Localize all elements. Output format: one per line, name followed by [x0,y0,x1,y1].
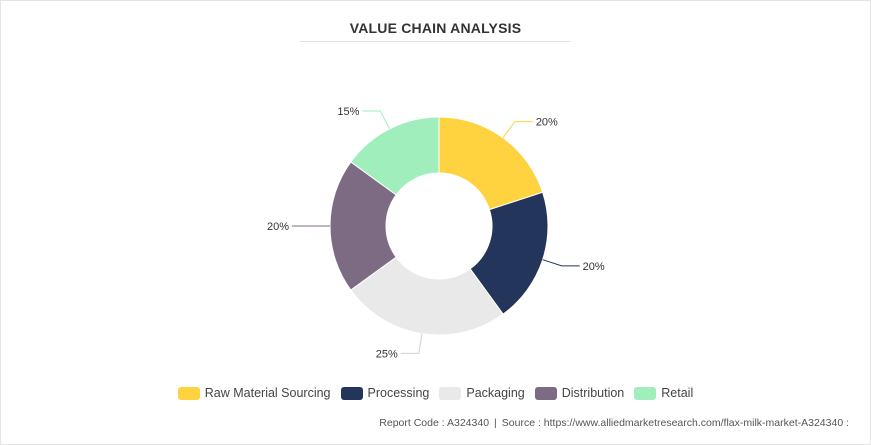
data-label-processing: 20% [583,261,605,273]
source-footer: Report Code : A324340 | Source : https://w… [379,417,849,429]
slice-retail[interactable] [350,116,440,196]
chart-title: VALUE CHAIN ANALYSIS [349,20,522,36]
leader-line-packaging [400,333,423,354]
slice-raw-material-sourcing[interactable] [438,116,544,211]
data-label-distribution: 20% [267,221,289,233]
legend-swatch [439,386,462,400]
slice-distribution[interactable] [329,161,397,291]
leader-line-processing [542,259,580,267]
legend-label: Retail [661,386,694,400]
legend-label: Packaging [466,386,525,400]
legend-item-raw-material-sourcing[interactable]: Raw Material Sourcing [177,386,331,400]
legend-item-packaging[interactable]: Packaging [439,386,525,400]
legend-swatch [177,386,200,400]
legend-swatch [634,386,657,400]
legend-label: Raw Material Sourcing [204,386,331,400]
legend-swatch [340,386,363,400]
title-underline [300,41,571,42]
legend-label: Processing [367,386,430,400]
slice-packaging[interactable] [350,256,504,336]
leader-line-raw-material-sourcing [502,121,533,139]
legend-item-distribution[interactable]: Distribution [534,386,625,400]
legend-label: Distribution [561,386,625,400]
legend-item-retail[interactable]: Retail [634,386,693,400]
legend-swatch [534,386,557,400]
source-text: Source : https://www.alliedmarketresearc… [501,417,849,429]
leader-line-retail [362,110,390,130]
data-label-raw-material-sourcing: 20% [536,117,558,129]
data-label-retail: 15% [337,106,359,118]
report-code: Report Code : A324340 [379,417,490,429]
slice-processing[interactable] [469,191,549,315]
footer-separator: | [494,417,497,429]
legend-item-processing[interactable]: Processing [340,386,430,400]
data-label-packaging: 25% [376,348,398,360]
chart-legend: Raw Material Sourcing Processing Packaging… [0,386,871,400]
